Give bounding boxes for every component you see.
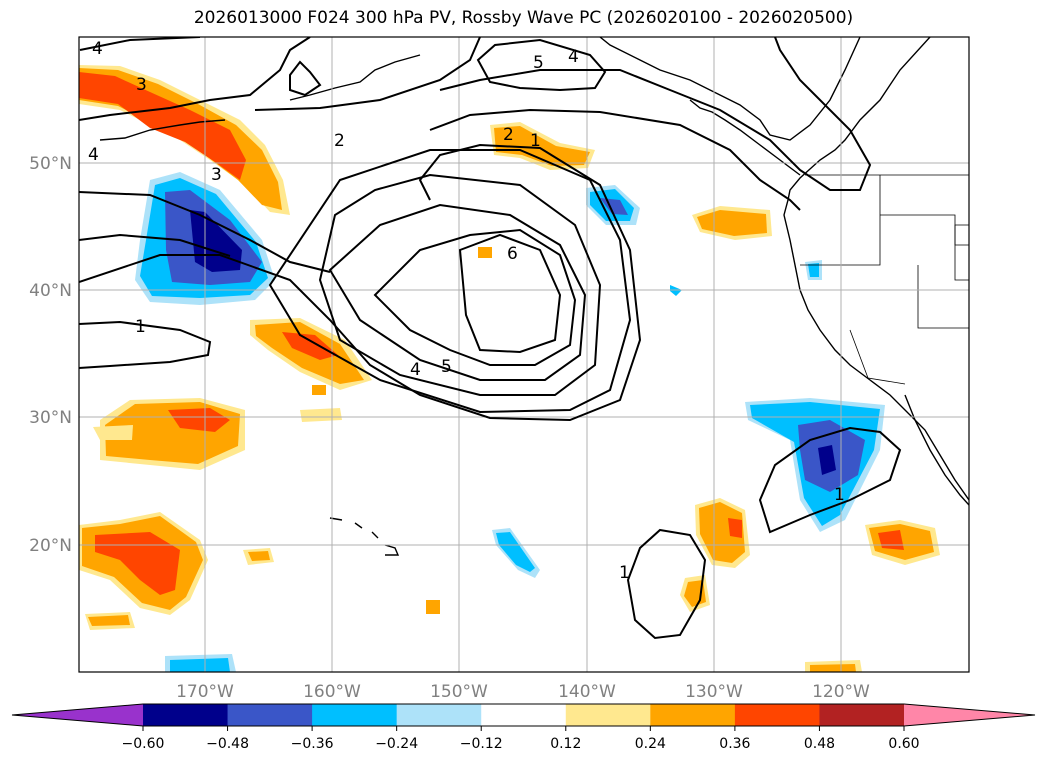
lon-label: 130°W [685,682,743,702]
contour-label: 4 [410,360,421,380]
colorbar-tick-label: −0.24 [375,736,418,752]
lon-label: 150°W [430,682,488,702]
lat-label: 40°N [29,281,72,301]
colorbar-extend-low [12,704,143,726]
contour-label: 4 [88,145,99,165]
colorbar-tick-label: 0.36 [719,736,750,752]
contour-label: 1 [135,317,146,337]
contour-labels: 4 3 4 3 2 5 4 2 1 6 1 4 5 1 1 [88,39,845,583]
state-borders [800,174,969,385]
colorbar-segment [396,704,482,726]
colorbar-extend-high [904,704,1035,726]
contour-label: 4 [568,47,579,67]
colorbar-segment [650,704,736,726]
gridlines [79,37,969,672]
positive-anomaly-shading [79,65,940,672]
latitude-labels: 50°N 40°N 30°N 20°N [29,154,72,556]
contour-label: 6 [507,244,518,264]
colorbar-segment [143,704,229,726]
colorbar: −0.60 −0.48 −0.36 −0.24 −0.12 0.12 0.24 0.36 0.4… [11,703,1036,752]
colorbar-segment [734,704,820,726]
colorbar-tick-label: 0.24 [635,736,666,752]
contour-label: 3 [211,165,222,185]
map-frame [78,36,970,673]
colorbar-segment [312,704,398,726]
colorbar-segment [481,704,567,726]
lat-label: 30°N [29,408,72,428]
lat-label: 20°N [29,536,72,556]
colorbar-tick-label: −0.36 [291,736,334,752]
lon-label: 160°W [303,682,361,702]
contour-label: 2 [503,125,514,145]
lat-label: 50°N [29,154,72,174]
colorbar-segment [565,704,651,726]
contour-label: 5 [441,357,452,377]
contour-label: 2 [334,131,345,151]
contour-label: 1 [834,485,845,505]
contour-label: 5 [533,53,544,73]
contour-label: 4 [92,39,103,59]
contour-label: 3 [136,75,147,95]
colorbar-tick-label: 0.60 [888,736,919,752]
lon-label: 140°W [558,682,616,702]
colorbar-tick-label: 0.48 [804,736,835,752]
coastlines [99,37,969,556]
map-plot-area: 4 3 4 3 2 5 4 2 1 6 1 4 5 1 1 [79,37,969,672]
longitude-labels: 170°W 160°W 150°W 140°W 130°W 120°W [176,682,870,702]
pv-contours [79,37,902,640]
chart-title: 2026013000 F024 300 hPa PV, Rossby Wave … [193,8,854,28]
lon-label: 120°W [812,682,870,702]
contour-label: 1 [530,131,541,151]
contour-label: 1 [619,563,630,583]
colorbar-segment [227,704,313,726]
colorbar-tick-label: 0.12 [550,736,581,752]
colorbar-tick-label: −0.12 [460,736,503,752]
lon-label: 170°W [176,682,234,702]
colorbar-tick-label: −0.60 [122,736,165,752]
colorbar-tick-label: −0.48 [206,736,249,752]
colorbar-segment [819,704,905,726]
